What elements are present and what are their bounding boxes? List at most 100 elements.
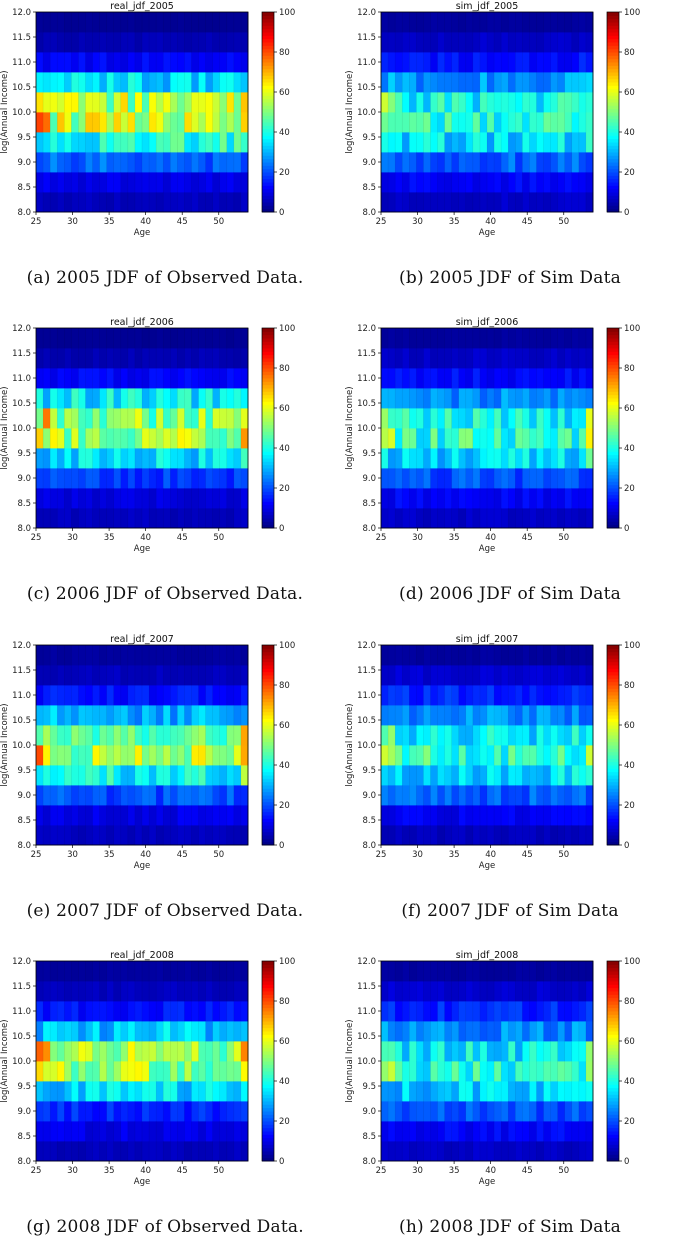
figure-caption: (d) 2006 JDF of Sim Data [399, 584, 621, 604]
heatmap-cell [571, 1101, 580, 1122]
colorbar-segment [262, 1011, 274, 1015]
colorbar-segment [262, 1014, 274, 1019]
heatmap-cell [36, 1041, 44, 1062]
colorbar-segment [607, 18, 619, 23]
heatmap-cell [64, 1141, 72, 1162]
heatmap-cell [106, 745, 115, 766]
heatmap-cell [437, 665, 445, 686]
heatmap-cell [557, 52, 566, 73]
heatmap-cell [529, 765, 537, 786]
colorbar-segment [262, 185, 274, 190]
heatmap-cell [529, 1121, 537, 1142]
heatmap-cell [85, 488, 93, 509]
heatmap-cell [423, 12, 431, 33]
colorbar-segment [607, 98, 619, 103]
heatmap-cell [402, 1081, 410, 1102]
x-tick-label: 25 [31, 850, 42, 860]
heatmap-cell [437, 428, 445, 449]
colorbar-segment [607, 725, 619, 729]
heatmap-cell [43, 328, 51, 349]
heatmap-cell [522, 468, 530, 489]
heatmap-cell [170, 1101, 178, 1122]
heatmap-cell [240, 112, 249, 133]
heatmap-cell [212, 152, 221, 173]
colorbar-segment [262, 28, 274, 33]
heatmap-cell [64, 112, 72, 133]
heatmap-cell [120, 32, 129, 53]
heatmap-cell [219, 192, 228, 213]
heatmap-cell [494, 981, 502, 1002]
heatmap-cell [437, 152, 445, 173]
heatmap-cell [487, 765, 495, 786]
heatmap-cell [226, 328, 235, 349]
heatmap-cell [85, 348, 93, 369]
heatmap-cell [134, 725, 143, 746]
colorbar-segment [262, 1111, 274, 1115]
heatmap-cell [487, 1121, 495, 1142]
heatmap-cell [472, 1121, 481, 1142]
heatmap-cell [402, 1141, 410, 1162]
heatmap-cell [50, 961, 58, 982]
colorbar-segment [262, 494, 274, 499]
heatmap-cell [198, 408, 206, 429]
colorbar-segment [262, 971, 274, 975]
heatmap-cell [198, 1141, 206, 1162]
heatmap-cell [430, 1041, 438, 1062]
heatmap-cell [479, 1021, 488, 1042]
colorbar-segment [262, 418, 274, 422]
heatmap-cell [430, 32, 438, 53]
heatmap-cell [409, 645, 417, 666]
heatmap-cell [409, 1021, 417, 1042]
heatmap-cell [50, 785, 58, 806]
y-tick-label: 8.5 [362, 816, 376, 826]
heatmap-cell [494, 745, 502, 766]
heatmap-cell [57, 1101, 65, 1122]
heatmap-cell [444, 112, 453, 133]
heatmap-cell [57, 448, 65, 469]
heatmap-cell [198, 192, 206, 213]
x-tick-label: 25 [31, 533, 42, 543]
heatmap-cell [205, 152, 214, 173]
heatmap-cell [578, 132, 587, 153]
colorbar-segment [262, 471, 274, 476]
heatmap-cell [106, 488, 115, 509]
colorbar-tick-label: 80 [279, 681, 290, 691]
heatmap-cell [127, 468, 136, 489]
heatmap-cell [487, 348, 495, 369]
x-tick-label: 40 [485, 217, 496, 227]
heatmap-cell [64, 72, 72, 93]
heatmap-cell [78, 192, 86, 213]
heatmap-cell [430, 1081, 438, 1102]
heatmap-cell [142, 1001, 150, 1022]
colorbar-segment [262, 974, 274, 979]
colorbar-segment [607, 182, 619, 186]
y-tick-label: 11.0 [357, 691, 376, 701]
heatmap-cell [508, 348, 516, 369]
heatmap-cell [120, 1041, 129, 1062]
heatmap-cell [508, 468, 516, 489]
heatmap-cell [149, 1061, 157, 1082]
heatmap-cell [409, 1001, 417, 1022]
colorbar-segment [262, 815, 274, 819]
y-tick-label: 9.0 [17, 791, 31, 801]
heatmap-cell [444, 645, 453, 666]
colorbar-tick-label: 60 [624, 721, 635, 731]
y-tick-label: 11.5 [12, 349, 31, 359]
heatmap-cell [219, 825, 228, 846]
heatmap-cell [416, 1061, 424, 1082]
colorbar-segment [262, 818, 274, 823]
heatmap-cell [240, 428, 249, 449]
heatmap-cell [409, 408, 417, 429]
heatmap-cell [557, 1021, 566, 1042]
colorbar-segment [262, 338, 274, 342]
heatmap-cell [381, 1081, 389, 1102]
heatmap-cell [444, 328, 453, 349]
y-tick-label: 9.5 [17, 133, 31, 143]
heatmap-cell [78, 448, 86, 469]
colorbar-segment [262, 148, 274, 153]
heatmap-cell [226, 1001, 235, 1022]
heatmap-cell [409, 388, 417, 409]
colorbar-segment [607, 358, 619, 362]
heatmap-cell [205, 92, 214, 113]
heatmap-cell [142, 665, 150, 686]
